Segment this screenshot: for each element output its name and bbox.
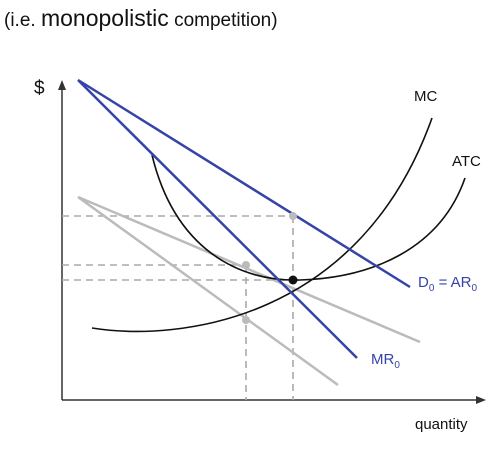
equilibrium-point [288,275,298,285]
title-part: (i.e. [4,10,41,31]
point [242,261,250,269]
point [242,316,250,324]
y-axis-label: $ [34,78,45,99]
x-axis-arrow [476,396,486,404]
title: (i.e. monopolistic competition) [4,5,278,31]
label-sub: 0 [394,360,400,371]
title-part: monopolistic [41,5,169,31]
point [289,212,297,220]
demand-label: D0 = AR0 [418,274,478,294]
label-part: MR [371,351,394,368]
mc-label: MC [414,88,437,105]
mc-curve [91,117,433,333]
atc-label: ATC [452,153,481,170]
title-part: competition) [169,10,278,31]
mr-label: MR0 [371,351,400,371]
atc-curve [151,154,466,281]
label-sub: 0 [472,283,478,294]
old-demand [77,195,421,344]
label-part: = AR [434,274,471,291]
demand-line [77,78,411,289]
mr-line [77,79,358,359]
old-mr [77,195,339,387]
x-axis-label: quantity [415,416,468,433]
label-part: D [418,274,429,291]
label-sub: 0 [429,283,435,294]
y-axis-arrow [58,80,66,90]
